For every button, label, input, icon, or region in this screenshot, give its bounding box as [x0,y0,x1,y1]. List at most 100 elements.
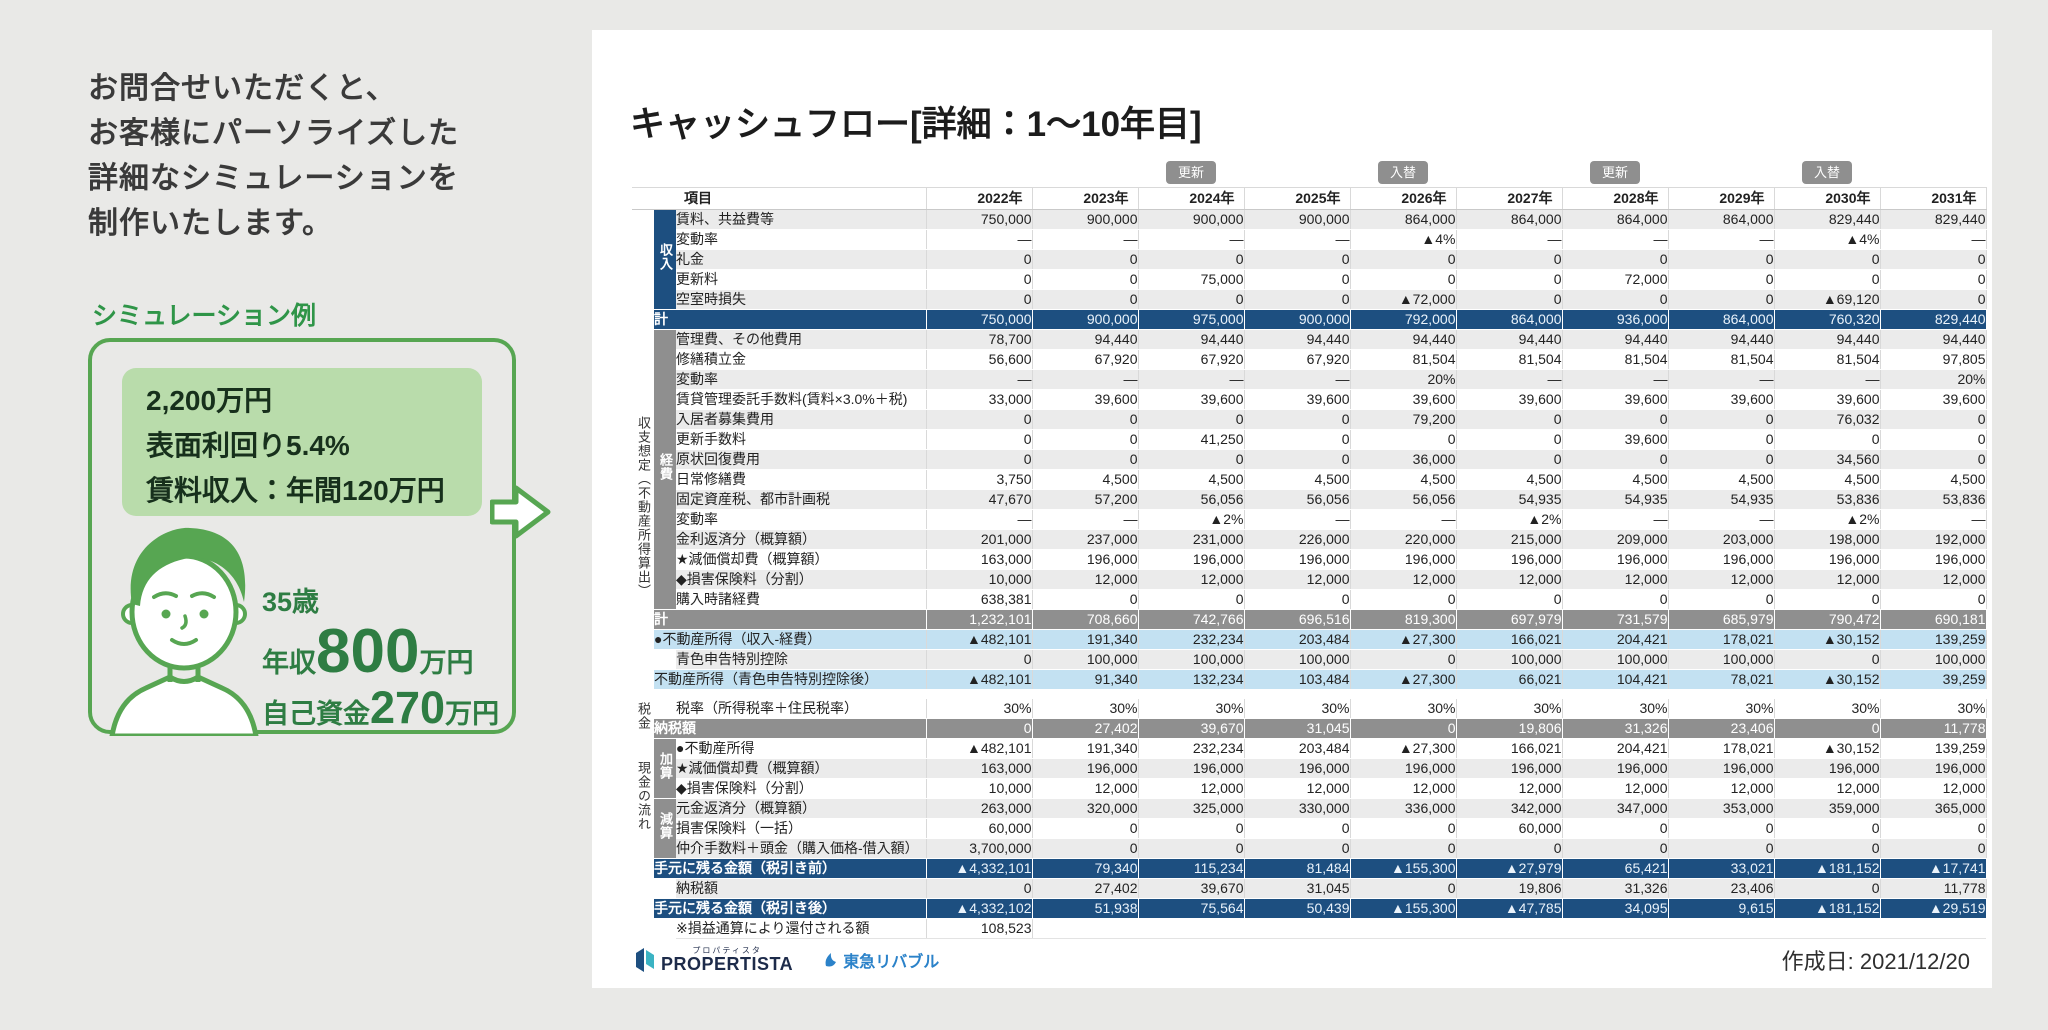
value-cell: 196,000 [1350,758,1457,779]
row-label: ●不動産所得（収入-経費） [654,629,927,650]
value-cell: — [1138,369,1245,390]
value-cell: 56,600 [926,349,1033,370]
value-cell: 325,000 [1138,798,1245,819]
row-label: 修繕積立金 [676,349,927,370]
value-cell: — [1562,369,1669,390]
value-cell: 685,979 [1668,609,1775,630]
value-cell: 0 [1562,449,1669,470]
group-label-inner: 収入 [654,209,676,310]
value-cell: 33,021 [1668,858,1775,879]
value-cell: 790,472 [1774,609,1881,630]
value-cell: 4,500 [1032,469,1139,490]
value-cell: 0 [1668,449,1775,470]
value-cell: 65,421 [1562,858,1669,879]
value-cell: — [1032,509,1139,530]
value-cell: 742,766 [1138,609,1245,630]
table-row: 不動産所得（青色申告特別控除後） ▲482,101 91,340 132,234 103… [632,669,1987,690]
value-cell: 54,935 [1668,489,1775,510]
value-cell: — [1032,369,1139,390]
value-cell: 864,000 [1456,209,1563,230]
row-label: 入居者募集費用 [676,409,927,430]
value-cell: 750,000 [926,309,1033,330]
value-cell: 30% [1244,699,1351,719]
value-cell: 0 [1456,269,1563,290]
value-cell: 27,402 [1032,878,1139,899]
propertista-logo: プロパティスタ PROPERTISTA [634,946,793,974]
value-cell: 12,000 [1350,778,1457,799]
year-badge: 入替 [1801,161,1852,184]
value-cell: 792,000 [1350,309,1457,330]
property-rent: 賃料収入：年間120万円 [146,475,445,506]
person-illustration [109,527,259,736]
table-row: 収支想定（不動産所得算出） 経費 管理費、その他費用 78,700 94,440 94,4… [632,329,1987,690]
value-cell: 54,935 [1562,489,1669,510]
value-cell: 30% [926,699,1033,719]
table-row: ★減価償却費（概算額） 163,000 196,000 196,000 196,000 1… [632,758,1987,779]
group-label-outer: 収支想定（不動産所得算出） [632,329,654,690]
year-badge: 更新 [1589,161,1640,184]
value-cell: 12,000 [1032,569,1139,590]
value-cell [1138,918,1244,939]
year-header: 2027年 [1456,187,1563,210]
value-cell: 0 [1244,429,1351,450]
value-cell: 0 [926,429,1033,450]
table-row: 購入時諸経費 638,381 0 0 0 0 0 0 0 0 0 [632,589,1987,610]
value-cell: 36,000 [1350,449,1457,470]
row-label: ★減価償却費（概算額） [676,758,927,779]
value-cell: 0 [1880,249,1987,270]
value-cell: 81,504 [1668,349,1775,370]
value-cell: — [1562,509,1669,530]
value-cell: 191,340 [1032,738,1139,759]
value-cell: ▲482,101 [926,669,1033,690]
value-cell: — [1138,229,1245,250]
value-cell: 203,484 [1244,629,1351,650]
value-cell: 67,920 [1244,349,1351,370]
value-cell: 31,045 [1244,878,1351,899]
value-cell: 201,000 [926,529,1033,550]
value-cell: ▲181,152 [1774,898,1881,919]
year-badge: 更新 [1165,161,1216,184]
value-cell: — [1350,509,1457,530]
table-row: 減算 元金返済分（概算額） 263,000 320,000 325,000 330,000… [632,798,1987,859]
report-card: キャッシュフロー[詳細：1〜10年目] 更新 入替 更新 入替 項目 2022年 2023年… [592,30,1992,988]
value-cell: ▲2% [1456,509,1563,530]
value-cell: ▲72,000 [1350,289,1457,310]
value-cell: 78,021 [1668,669,1775,690]
value-cell: 0 [1244,289,1351,310]
value-cell: 94,440 [1244,329,1351,350]
value-cell: 0 [1774,429,1881,450]
value-cell: 39,670 [1138,878,1245,899]
person-age: 35歳 [262,587,320,617]
value-cell [1774,918,1880,939]
value-cell: — [926,229,1033,250]
value-cell: 75,000 [1138,269,1245,290]
value-cell: 67,920 [1032,349,1139,370]
row-label: ※損益通算により還付される額 [676,918,927,939]
value-cell: 0 [1668,249,1775,270]
table-row: 手元に残る金額（税引き後） ▲4,332,102 51,938 75,564 50,43… [632,898,1987,919]
value-cell: 12,000 [1880,569,1987,590]
value-cell: — [1456,229,1563,250]
value-cell: 0 [1880,409,1987,430]
value-cell: 10,000 [926,778,1033,799]
value-cell: 196,000 [1456,549,1563,570]
value-cell: 864,000 [1668,309,1775,330]
value-cell: 900,000 [1138,209,1245,230]
value-cell: 0 [1774,838,1881,859]
value-cell: 365,000 [1880,798,1987,819]
value-cell: 0 [1668,838,1775,859]
value-cell: ▲27,300 [1350,738,1457,759]
value-cell: 900,000 [1244,309,1351,330]
value-cell: 4,500 [1350,469,1457,490]
value-cell: 94,440 [1668,329,1775,350]
value-cell: ▲4,332,101 [926,858,1033,879]
value-cell: 864,000 [1350,209,1457,230]
value-cell: 4,500 [1774,469,1881,490]
intro-line: 詳細なシミュレーションを [88,162,459,195]
value-cell: 0 [1138,589,1245,610]
table-row: 現金の流れ 加算 ●不動産所得 ▲482,101 191,340 232,234 203,4… [632,738,1987,859]
value-cell: 203,484 [1244,738,1351,759]
row-label: 仲介手数料＋頭金（購入価格-借入額） [676,838,927,859]
year-header: 2030年 [1774,187,1881,210]
value-cell: 0 [1350,269,1457,290]
